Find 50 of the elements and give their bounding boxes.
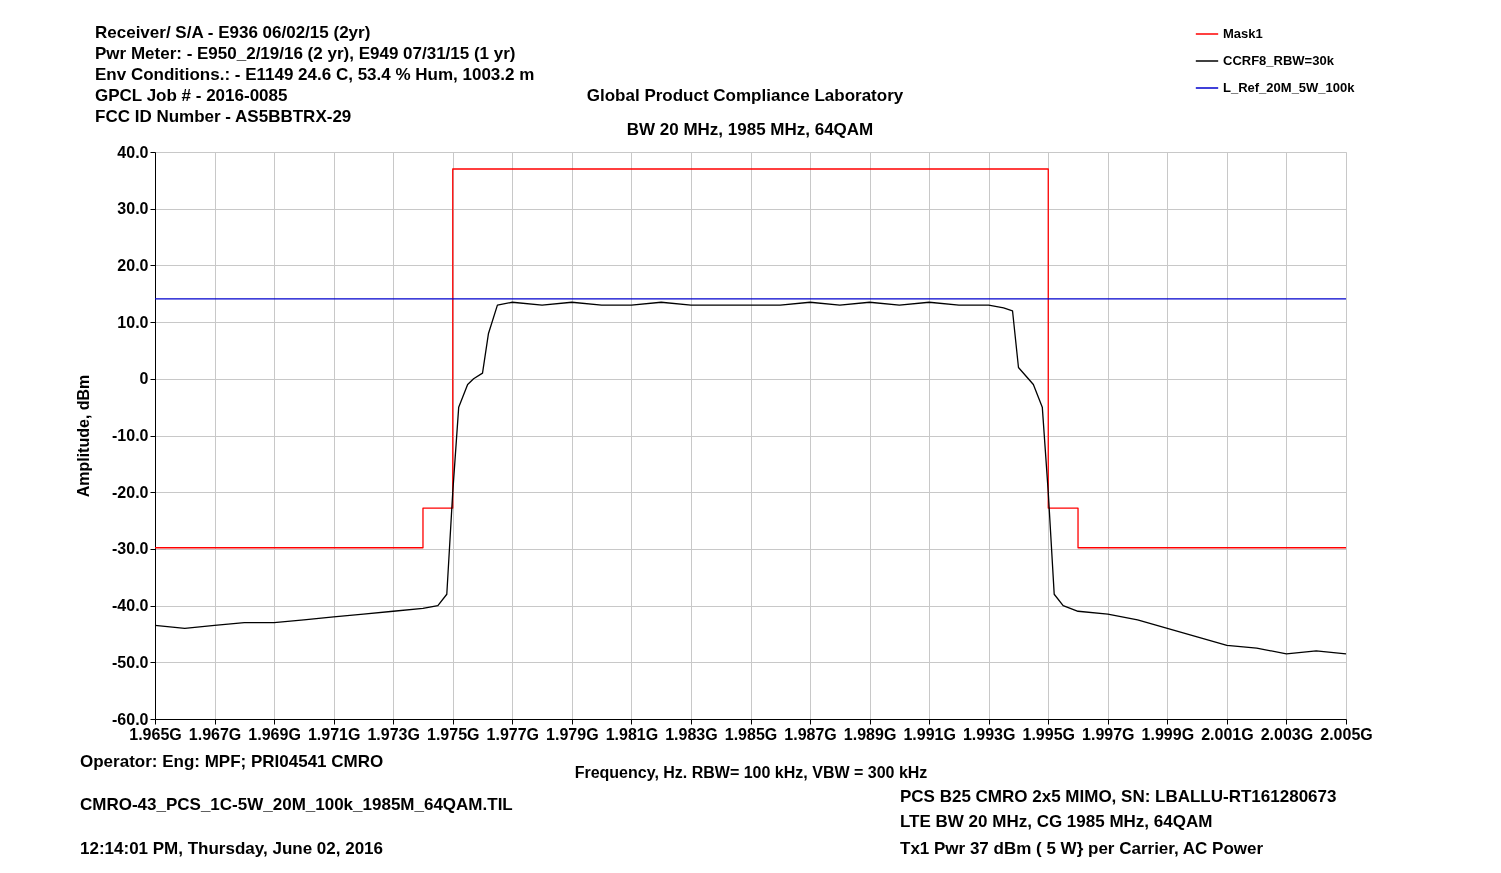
- x-tick-label: 2.003G: [1260, 725, 1314, 743]
- text: Operator: Eng: MPF; PRI04541 CMRO: [80, 752, 384, 771]
- text: GPCL Job # - 2016-0085: [95, 86, 288, 105]
- y-tick-label: 20.0: [117, 256, 149, 274]
- chart-title: BW 20 MHz, 1985 MHz, 64QAM: [626, 120, 874, 139]
- legend-label: L_Ref_20M_5W_100k: [1223, 80, 1356, 95]
- text: Global Product Compliance Laboratory: [586, 86, 904, 105]
- text: 12:14:01 PM, Thursday, June 02, 2016: [80, 839, 383, 858]
- x-tick-label: 2.005G: [1320, 725, 1373, 743]
- legend-label: CCRF8_RBW=30k: [1223, 53, 1335, 68]
- y-tick-label: -60.0: [112, 710, 149, 728]
- x-axis-title: Frequency, Hz. RBW= 100 kHz, VBW = 300 kHz: [574, 763, 928, 781]
- y-tick-label: -20.0: [112, 483, 149, 501]
- x-tick-label: 1.977G: [486, 725, 540, 743]
- text: Receiver/ S/A - E936 06/02/15 (2yr): [95, 23, 371, 42]
- text: CMRO-43_PCS_1C-5W_20M_100k_1985M_64QAM.TIL: [80, 795, 513, 814]
- x-tick-label: 1.979G: [546, 725, 599, 743]
- text: PCS B25 CMRO 2x5 MIMO, SN: LBALLU-RT161280673: [900, 787, 1337, 806]
- y-tick-label: 40.0: [117, 143, 149, 161]
- text: Pwr Meter: - E950_2/19/16 (2 yr), E949 07/31/15 (1 yr): [95, 44, 516, 63]
- x-tick-label: 1.999G: [1141, 725, 1195, 743]
- y-tick-label: 0: [139, 370, 149, 388]
- x-tick-label: 1.965G: [129, 725, 182, 743]
- x-tick-label: 1.995G: [1022, 725, 1075, 743]
- x-tick-label: 1.973G: [367, 725, 420, 743]
- x-tick-label: 1.997G: [1082, 725, 1135, 743]
- y-tick-label: -40.0: [112, 597, 149, 615]
- x-tick-label: 1.989G: [843, 725, 897, 743]
- x-tick-label: 1.991G: [903, 725, 956, 743]
- x-tick-label: 1.985G: [724, 725, 778, 743]
- x-tick-label: 1.967G: [188, 725, 242, 743]
- x-tick-label: 1.971G: [307, 725, 361, 743]
- x-tick-label: 1.981G: [605, 725, 659, 743]
- legend-label: Mask1: [1223, 26, 1263, 41]
- y-tick-label: 10.0: [117, 313, 149, 331]
- y-axis-title: Amplitude, dBm: [75, 374, 93, 498]
- text: LTE BW 20 MHz, CG 1985 MHz, 64QAM: [900, 812, 1213, 831]
- x-tick-label: 1.993G: [962, 725, 1016, 743]
- y-tick-label: -10.0: [112, 427, 149, 444]
- x-tick-label: 1.969G: [248, 725, 301, 743]
- text: Tx1 Pwr 37 dBm ( 5 W} per Carrier, AC Power: [900, 839, 1264, 858]
- text: Env Conditions.: - E1149 24.6 C, 53.4 % Hum, 1003.2 m: [95, 65, 535, 84]
- x-tick-label: 1.983G: [665, 725, 718, 743]
- y-tick-label: -30.0: [112, 540, 149, 558]
- y-tick-label: 30.0: [117, 200, 149, 218]
- x-tick-label: 2.001G: [1201, 725, 1254, 743]
- text: FCC ID Number - AS5BBTRX-29: [95, 107, 352, 126]
- x-tick-label: 1.987G: [784, 725, 837, 743]
- y-tick-label: -50.0: [112, 653, 149, 671]
- x-tick-label: 1.975G: [427, 725, 480, 743]
